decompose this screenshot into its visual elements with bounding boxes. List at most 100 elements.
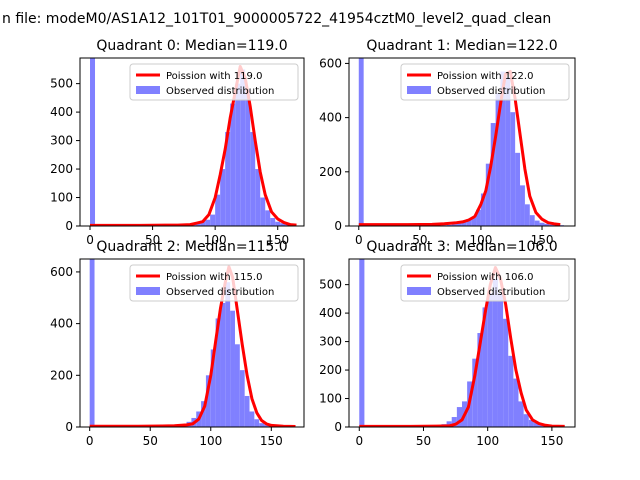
y-tick-label: 600	[50, 265, 73, 279]
legend-observed-label: Observed distribution	[166, 86, 274, 97]
poisson-curve	[358, 70, 561, 226]
histogram-bar	[508, 355, 514, 427]
histogram-bar	[515, 152, 521, 226]
histogram-bar	[446, 224, 452, 226]
legend-poisson-label: Poission with 119.0	[166, 71, 262, 82]
y-tick-label: 400	[50, 105, 73, 119]
y-tick-label: 200	[319, 165, 342, 179]
legend-poisson-label: Poission with 106.0	[437, 272, 533, 283]
histogram-bar	[466, 219, 472, 226]
histogram-bar	[264, 424, 269, 427]
quadrant-2-axes-frame	[79, 258, 305, 428]
legend-box	[129, 264, 299, 302]
histogram-bar	[215, 318, 221, 427]
legend-observed-swatch	[407, 86, 431, 94]
histogram-bar	[500, 71, 506, 226]
histogram-bar	[201, 401, 206, 427]
y-tick-label: 300	[319, 335, 342, 349]
histogram-bar	[250, 132, 256, 226]
histogram-bar	[513, 378, 519, 427]
histogram-bar	[230, 310, 235, 427]
quadrant-1-title: Quadrant 1: Median=122.0	[366, 38, 557, 54]
histogram-bar	[503, 318, 509, 427]
y-tick-label: 500	[319, 278, 342, 292]
histogram-bar	[230, 103, 236, 226]
legend-box	[129, 63, 299, 101]
histogram-bar	[260, 197, 266, 226]
x-tick-label: 50	[416, 434, 431, 448]
x-tick-label: 150	[540, 434, 563, 448]
x-tick-label: 0	[86, 434, 94, 448]
histogram-bar	[528, 419, 534, 427]
legend-poisson-label: Poission with 122.0	[437, 71, 533, 82]
x-tick-label: 100	[204, 233, 227, 247]
histogram-bar	[490, 123, 496, 226]
histogram-bar	[359, 259, 365, 427]
histogram-bar	[544, 223, 550, 226]
y-tick-label: 600	[319, 56, 342, 70]
x-tick-label: 50	[412, 233, 427, 247]
histogram-bar	[234, 344, 240, 427]
quadrant-3-panel: Quadrant 3: Median=106.0 0 50 100 150 0 100 200…	[319, 239, 576, 448]
histogram-bar	[220, 302, 226, 427]
quadrant-0-legend: Poission with 119.0 Observed distribution	[129, 63, 299, 101]
legend-observed-swatch	[136, 287, 160, 295]
legend-observed-swatch	[136, 86, 160, 94]
histogram-bar	[265, 210, 271, 226]
histogram-bar	[210, 214, 216, 226]
histogram-bar	[534, 220, 540, 226]
histogram-bar	[225, 132, 231, 226]
legend-box	[400, 63, 570, 101]
histogram-bar	[539, 222, 545, 226]
quadrant-1-panel: Quadrant 1: Median=122.0 0 50 100 150 0 200 400…	[319, 38, 576, 247]
histogram-bar	[482, 307, 488, 427]
quadrant-0-plot-area	[90, 58, 297, 226]
histogram-bar	[255, 169, 261, 226]
histogram-bar	[200, 220, 206, 226]
x-tick-label: 100	[469, 233, 492, 247]
x-tick-label: 150	[260, 434, 283, 448]
histogram-bar	[235, 83, 241, 226]
quadrant-3-title: Quadrant 3: Median=106.0	[366, 239, 557, 255]
histogram-bar	[451, 417, 457, 427]
legend-box	[400, 264, 570, 302]
quadrant-2-legend: Poission with 115.0 Observed distribution	[129, 264, 299, 302]
y-tick-label: 400	[50, 317, 73, 331]
y-tick-label: 100	[50, 191, 73, 205]
figure-suptitle: n file: modeM0/AS1A12_101T01_9000005722_…	[2, 11, 551, 27]
histogram-bar	[240, 69, 246, 226]
y-tick-label: 200	[50, 162, 73, 176]
y-tick-label: 200	[50, 368, 73, 382]
y-tick-label: 400	[319, 111, 342, 125]
histogram-bar	[245, 89, 251, 226]
quadrant-0-axes-frame	[79, 57, 305, 227]
x-tick-label: 50	[145, 233, 160, 247]
quadrant-2-panel: Quadrant 2: Median=115.0 0 50 100 150 0 200 400…	[50, 239, 305, 448]
histogram-bar	[90, 58, 96, 226]
histogram-bar	[476, 209, 481, 226]
histogram-bar	[472, 358, 478, 427]
histogram-bar	[254, 419, 260, 427]
histogram-bar	[270, 218, 276, 226]
histogram-bar	[239, 370, 245, 427]
poisson-curve	[90, 65, 297, 226]
histogram-bar	[220, 169, 226, 226]
histogram-bar	[492, 278, 498, 427]
histogram-bar	[529, 215, 535, 226]
histogram-bar	[225, 282, 231, 427]
x-tick-label: 0	[355, 434, 363, 448]
x-tick-label: 100	[199, 434, 222, 448]
histogram-bar	[446, 421, 452, 427]
histogram-bar	[539, 424, 545, 427]
subplot-grid: Quadrant 0: Median=119.0 0 50 100 150 0 100 200…	[50, 38, 576, 448]
histogram-bar	[477, 333, 483, 427]
histogram-bar	[523, 414, 529, 427]
quadrant-3-axes-frame	[348, 258, 576, 428]
histogram-bar	[487, 293, 493, 427]
y-tick-label: 100	[319, 392, 342, 406]
y-tick-label: 0	[334, 420, 342, 434]
legend-observed-label: Observed distribution	[437, 287, 545, 298]
histogram-bar	[244, 395, 250, 427]
x-tick-label: 0	[355, 233, 363, 247]
legend-observed-swatch	[407, 287, 431, 295]
